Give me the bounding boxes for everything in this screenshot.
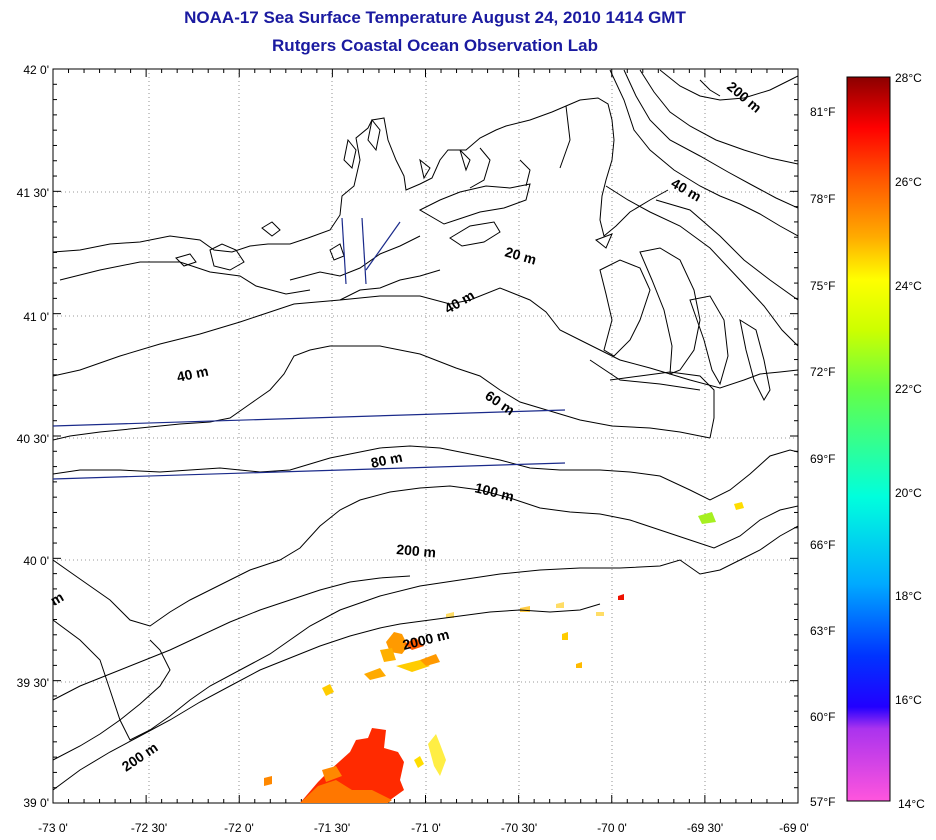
colorbar-gradient	[846, 76, 891, 802]
fahrenheit-label: 72°F	[810, 365, 835, 379]
lat-label: 40 30'	[17, 432, 49, 446]
plot-frame	[52, 68, 799, 804]
fahrenheit-label: 66°F	[810, 538, 835, 552]
colorbar-label: 18°C	[895, 589, 922, 603]
lat-label: 42 0'	[23, 63, 49, 77]
contour-label-200m-center: 200 m	[396, 541, 437, 560]
longitude-labels: -73 0' -72 30' -72 0' -71 30' -71 0' -70…	[38, 821, 809, 835]
colorbar-label: 24°C	[895, 279, 922, 293]
colorbar-label: 22°C	[895, 382, 922, 396]
lon-label: -69 0'	[779, 821, 809, 835]
colorbar-label: 28°C	[895, 71, 922, 85]
contour-label-40m-west: 40 m	[175, 363, 210, 385]
lon-label: -72 30'	[131, 821, 167, 835]
lon-label: -69 30'	[687, 821, 723, 835]
lon-label: -73 0'	[38, 821, 68, 835]
colorbar-label: 20°C	[895, 486, 922, 500]
colorbar-label: 16°C	[895, 693, 922, 707]
lat-label: 39 0'	[23, 796, 49, 810]
lon-label: -70 30'	[501, 821, 537, 835]
fahrenheit-label: 63°F	[810, 624, 835, 638]
colorbar-label: 26°C	[895, 175, 922, 189]
sst-patches	[264, 502, 744, 803]
lon-label: -70 0'	[597, 821, 627, 835]
fahrenheit-label: 78°F	[810, 192, 835, 206]
coastline	[53, 97, 771, 439]
bathymetry-contours	[53, 69, 798, 791]
map-title: NOAA-17 Sea Surface Temperature August 2…	[184, 8, 686, 27]
lat-label: 40 0'	[23, 554, 49, 568]
track-lines	[53, 217, 566, 480]
colorbar-label: 14°C	[898, 797, 925, 811]
fahrenheit-label: 60°F	[810, 710, 835, 724]
lon-label: -72 0'	[224, 821, 254, 835]
contour-label-80m: 80 m	[369, 449, 404, 471]
lon-label: -71 0'	[411, 821, 441, 835]
lon-label: -71 30'	[314, 821, 350, 835]
lat-label: 41 0'	[23, 310, 49, 324]
graticule	[53, 69, 798, 803]
latitude-labels: 42 0' 41 30' 41 0' 40 30' 40 0' 39 30' 3…	[17, 63, 49, 810]
map-subtitle: Rutgers Coastal Ocean Observation Lab	[272, 36, 598, 55]
fahrenheit-labels: 81°F 78°F 75°F 72°F 69°F 66°F 63°F 60°F …	[810, 105, 835, 809]
fahrenheit-label: 69°F	[810, 452, 835, 466]
colorbar: 28°C 26°C 24°C 22°C 20°C 18°C 16°C 14°C	[846, 71, 925, 811]
fahrenheit-label: 75°F	[810, 279, 835, 293]
fahrenheit-label: 57°F	[810, 795, 835, 809]
fahrenheit-label: 81°F	[810, 105, 835, 119]
lat-label: 39 30'	[17, 676, 49, 690]
lat-label: 41 30'	[17, 186, 49, 200]
